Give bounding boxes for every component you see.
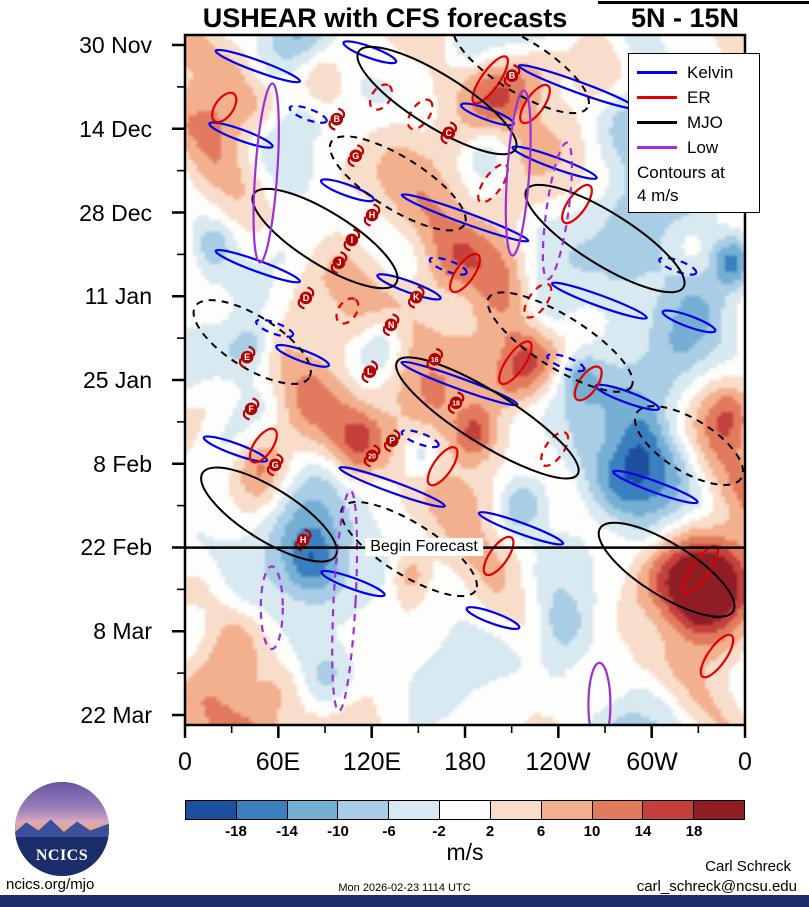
begin-forecast-label: Begin Forecast: [365, 538, 483, 556]
legend-label: Kelvin: [687, 62, 734, 82]
colorbar: [185, 800, 745, 820]
svg-text:N: N: [388, 320, 395, 330]
colorbar-tick: 18: [685, 823, 703, 840]
legend-item-er: ER: [637, 85, 751, 110]
colorbar-tick: -10: [327, 823, 349, 840]
colorbar-segment: [592, 801, 644, 819]
legend: Kelvin ER MJO Low Contours at 4 m/s: [628, 53, 760, 213]
colorbar-tick: 6: [536, 823, 546, 840]
x-axis-label: 60W: [626, 748, 678, 776]
legend-item-low: Low: [637, 135, 751, 160]
svg-text:16: 16: [431, 357, 439, 364]
colorbar-segment: [541, 801, 593, 819]
footer-email: carl_schreck@ncsu.edu: [636, 878, 797, 895]
ncics-logo: NCICS: [15, 782, 109, 876]
svg-text:E: E: [244, 352, 250, 362]
svg-text:F: F: [248, 404, 254, 414]
legend-item-mjo: MJO: [637, 110, 751, 135]
colorbar-tick: 14: [634, 823, 652, 840]
colorbar-tick: -2: [432, 823, 446, 840]
svg-text:K: K: [413, 292, 420, 302]
svg-text:18: 18: [452, 400, 460, 407]
y-axis-label: 8 Feb: [93, 451, 152, 477]
x-axis-label: 60E: [255, 748, 301, 776]
page-title: USHEAR with CFS forecasts: [202, 3, 568, 33]
x-axis-label: 180: [444, 748, 486, 776]
colorbar-unit-label: m/s: [446, 839, 484, 865]
svg-text:G: G: [272, 460, 279, 470]
svg-text:D: D: [303, 293, 310, 303]
colorbar-segment: [694, 801, 744, 819]
er-line-icon: [637, 96, 677, 99]
y-axis-label: 8 Mar: [93, 618, 152, 644]
plot-area: B B C G H I J D K N E 16 L 18 F P 20 G H Begin Forecast Ke…: [172, 33, 760, 738]
colorbar-tick: -18: [225, 823, 247, 840]
svg-text:P: P: [389, 436, 395, 446]
svg-text:G: G: [352, 151, 359, 161]
legend-note-line1: Contours at: [637, 163, 725, 182]
logo-text: NCICS: [35, 846, 89, 864]
x-axis-label: 120W: [525, 748, 591, 776]
y-axis-label: 28 Dec: [79, 200, 152, 226]
colorbar-tick: 2: [485, 823, 495, 840]
legend-label: MJO: [687, 112, 723, 132]
footer-timestamp: Mon 2026-02-23 1114 UTC: [338, 882, 471, 894]
colorbar-segment: [440, 801, 491, 819]
y-axis-label: 25 Jan: [82, 367, 152, 393]
svg-text:B: B: [334, 114, 341, 124]
colorbar-tick: -14: [276, 823, 298, 840]
y-axis-label: 11 Jan: [84, 283, 152, 309]
top-rule: [598, 1, 809, 4]
legend-note-line2: 4 m/s: [637, 186, 679, 205]
mjo-line-icon: [637, 121, 677, 124]
y-axis-label: 22 Feb: [80, 534, 152, 560]
colorbar-segment: [287, 801, 339, 819]
kelvin-line-icon: [637, 71, 677, 74]
footer-site-url: ncics.org/mjo: [6, 876, 95, 893]
logo-base: [15, 836, 109, 876]
colorbar-segment: [643, 801, 695, 819]
y-axis-label: 30 Nov: [79, 32, 152, 58]
svg-text:B: B: [509, 71, 516, 81]
colorbar-segment: [389, 801, 441, 819]
legend-label: ER: [687, 87, 711, 107]
x-axis-label: 0: [738, 748, 752, 776]
colorbar-tick: 10: [583, 823, 601, 840]
svg-text:L: L: [367, 367, 373, 377]
colorbar-segment: [490, 801, 542, 819]
svg-text:20: 20: [368, 453, 376, 460]
svg-text:H: H: [300, 535, 307, 545]
footer-author: Carl Schreck: [705, 858, 791, 875]
colorbar-tick: -6: [382, 823, 396, 840]
y-axis-label: 14 Dec: [79, 116, 152, 142]
low-line-icon: [637, 146, 677, 149]
svg-text:C: C: [446, 128, 453, 138]
bottom-bar: [0, 895, 809, 907]
y-axis-label: 22 Mar: [80, 702, 152, 728]
legend-item-kelvin: Kelvin: [637, 60, 751, 85]
svg-text:H: H: [369, 210, 376, 220]
colorbar-segment: [236, 801, 288, 819]
colorbar-segment: [338, 801, 390, 819]
latitude-range-label: 5N - 15N: [630, 3, 740, 33]
x-axis-label: 120E: [342, 748, 402, 776]
legend-label: Low: [687, 137, 719, 157]
svg-text:J: J: [336, 258, 341, 268]
svg-text:I: I: [351, 235, 354, 245]
colorbar-segment: [186, 801, 237, 819]
x-axis-label: 0: [178, 748, 192, 776]
